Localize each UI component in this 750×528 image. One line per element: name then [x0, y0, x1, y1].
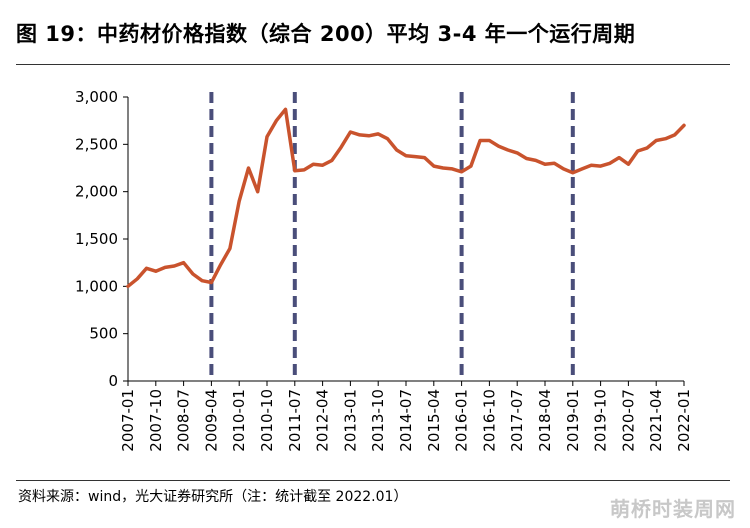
x-tick-label: 2010-01	[230, 389, 248, 452]
bottom-divider	[16, 480, 730, 481]
tick-labels: 0 500 1,000 1,500 2,000 2,500 3,000 2007-01 2007…	[75, 88, 693, 452]
y-tick-label: 0	[108, 372, 118, 390]
x-tick-label: 2016-01	[453, 389, 471, 452]
x-tick-label: 2018-04	[536, 389, 554, 452]
series-line	[126, 107, 686, 289]
y-tick-label: 3,000	[75, 88, 118, 106]
watermark: 萌桥时装周网	[610, 497, 736, 521]
x-tick-label: 2007-01	[119, 389, 137, 452]
top-divider	[16, 64, 730, 65]
x-tick-label: 2014-07	[397, 389, 415, 452]
series-layer	[126, 107, 686, 289]
x-tick-label: 2019-01	[564, 389, 582, 452]
x-tick-label: 2008-07	[175, 389, 193, 452]
x-tick-label: 2017-07	[508, 389, 526, 452]
y-tick-label: 500	[89, 325, 118, 343]
y-tick-label: 1,500	[75, 230, 118, 248]
y-tick-label: 2,000	[75, 183, 118, 201]
x-tick-label: 2019-10	[592, 389, 610, 452]
x-tick-label: 2009-04	[202, 389, 220, 452]
x-tick-label: 2013-10	[369, 389, 387, 452]
x-tick-label: 2020-07	[619, 389, 637, 452]
x-tick-label: 2012-04	[314, 389, 332, 452]
x-tick-label: 2010-10	[258, 389, 276, 452]
source-note: 资料来源：wind，光大证券研究所（注：统计截至 2022.01）	[18, 489, 408, 505]
x-tick-label: 2007-10	[147, 389, 165, 452]
y-tick-label: 1,000	[75, 277, 118, 295]
x-tick-label: 2011-07	[286, 389, 304, 452]
x-tick-label: 2021-04	[647, 389, 665, 452]
y-tick-label: 2,500	[75, 135, 118, 153]
x-tick-label: 2022-01	[675, 389, 693, 452]
x-tick-label: 2015-04	[425, 389, 443, 452]
chart-title: 图 19：中药材价格指数（综合 200）平均 3-4 年一个运行周期	[16, 22, 636, 46]
x-tick-label: 2016-10	[480, 389, 498, 452]
x-tick-label: 2013-01	[341, 389, 359, 452]
cycle-markers	[209, 92, 575, 381]
axes	[123, 96, 685, 386]
